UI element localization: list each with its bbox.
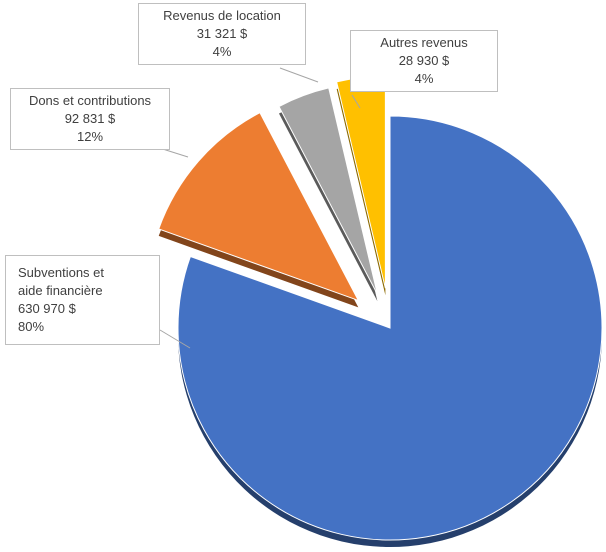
label-value: 31 321 $ bbox=[196, 26, 248, 41]
slice bbox=[158, 111, 360, 302]
data-label: Subventions et aide financière 630 970 $ 8… bbox=[5, 255, 160, 345]
leader-line bbox=[351, 94, 361, 109]
label-value: 630 970 $ bbox=[18, 301, 76, 316]
data-label: Revenus de location 31 321 $ 4% bbox=[138, 3, 306, 65]
data-label: Dons et contributions 92 831 $ 12% bbox=[10, 88, 170, 150]
label-percent: 4% bbox=[212, 44, 232, 59]
label-category: Subventions et aide financière bbox=[18, 265, 105, 298]
label-percent: 4% bbox=[414, 71, 434, 86]
leader-line bbox=[159, 329, 191, 349]
label-category: Autres revenus bbox=[380, 35, 468, 50]
label-category: Revenus de location bbox=[163, 8, 281, 23]
label-percent: 80% bbox=[18, 319, 45, 334]
label-value: 92 831 $ bbox=[64, 111, 116, 126]
leader-line bbox=[279, 67, 319, 83]
slice bbox=[177, 115, 603, 541]
slice bbox=[278, 87, 378, 295]
label-value: 28 930 $ bbox=[398, 53, 450, 68]
data-label: Autres revenus 28 930 $ 4% bbox=[350, 30, 498, 92]
label-percent: 12% bbox=[76, 129, 104, 144]
label-category: Dons et contributions bbox=[28, 93, 152, 108]
